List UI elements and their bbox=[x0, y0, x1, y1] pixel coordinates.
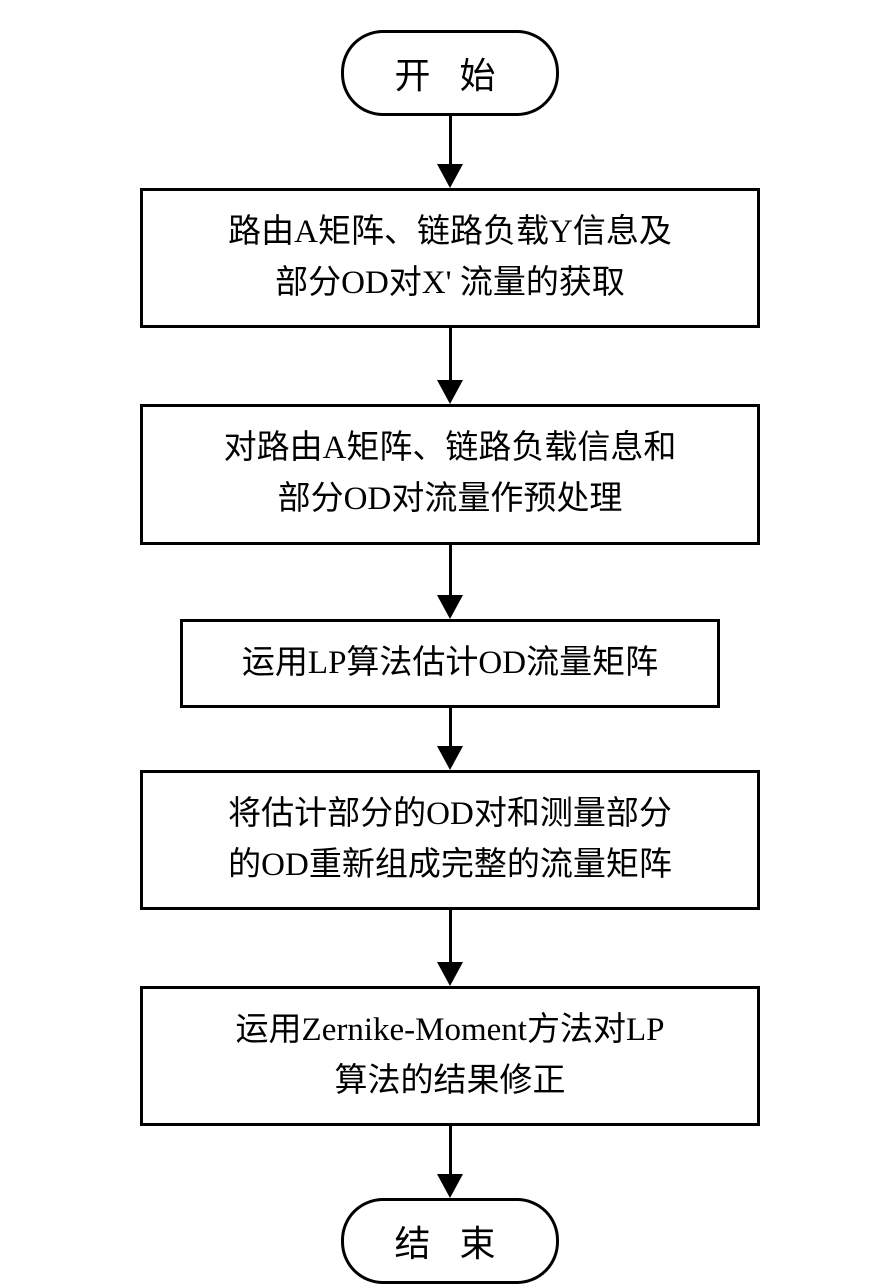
step1-line2: 部分OD对X' 流量的获取 bbox=[275, 265, 625, 301]
arrow-line bbox=[449, 328, 452, 380]
arrow-5 bbox=[437, 910, 463, 986]
flowchart-container: 开 始 路由A矩阵、链路负载Y信息及 部分OD对X' 流量的获取 对路由A矩阵、… bbox=[140, 30, 760, 1284]
end-terminal: 结 束 bbox=[341, 1198, 558, 1284]
process-step5: 运用Zernike-Moment方法对LP 算法的结果修正 bbox=[140, 986, 760, 1126]
arrow-line bbox=[449, 708, 452, 746]
arrow-head-icon bbox=[437, 380, 463, 404]
step2-line1: 对路由A矩阵、链路负载信息和 bbox=[224, 430, 677, 466]
step5-line2: 算法的结果修正 bbox=[335, 1063, 566, 1099]
process-step4: 将估计部分的OD对和测量部分 的OD重新组成完整的流量矩阵 bbox=[140, 770, 760, 910]
step4-line2: 的OD重新组成完整的流量矩阵 bbox=[228, 847, 672, 883]
arrow-6 bbox=[437, 1126, 463, 1198]
arrow-line bbox=[449, 545, 452, 595]
process-step3: 运用LP算法估计OD流量矩阵 bbox=[180, 619, 720, 708]
arrow-head-icon bbox=[437, 595, 463, 619]
process-step1: 路由A矩阵、链路负载Y信息及 部分OD对X' 流量的获取 bbox=[140, 188, 760, 328]
arrow-head-icon bbox=[437, 1174, 463, 1198]
end-label: 结 束 bbox=[394, 1224, 505, 1264]
arrow-line bbox=[449, 1126, 452, 1174]
step2-line2: 部分OD对流量作预处理 bbox=[278, 481, 623, 517]
arrow-head-icon bbox=[437, 746, 463, 770]
start-terminal: 开 始 bbox=[341, 30, 558, 116]
arrow-3 bbox=[437, 545, 463, 619]
process-step2: 对路由A矩阵、链路负载信息和 部分OD对流量作预处理 bbox=[140, 404, 760, 544]
step3-label: 运用LP算法估计OD流量矩阵 bbox=[242, 645, 658, 681]
arrow-1 bbox=[437, 116, 463, 188]
step5-line1: 运用Zernike-Moment方法对LP bbox=[236, 1012, 665, 1048]
start-label: 开 始 bbox=[394, 56, 505, 96]
arrow-line bbox=[449, 910, 452, 962]
step1-line1: 路由A矩阵、链路负载Y信息及 bbox=[228, 214, 672, 250]
arrow-head-icon bbox=[437, 164, 463, 188]
arrow-head-icon bbox=[437, 962, 463, 986]
arrow-line bbox=[449, 116, 452, 164]
arrow-4 bbox=[437, 708, 463, 770]
step4-line1: 将估计部分的OD对和测量部分 bbox=[228, 796, 672, 832]
arrow-2 bbox=[437, 328, 463, 404]
